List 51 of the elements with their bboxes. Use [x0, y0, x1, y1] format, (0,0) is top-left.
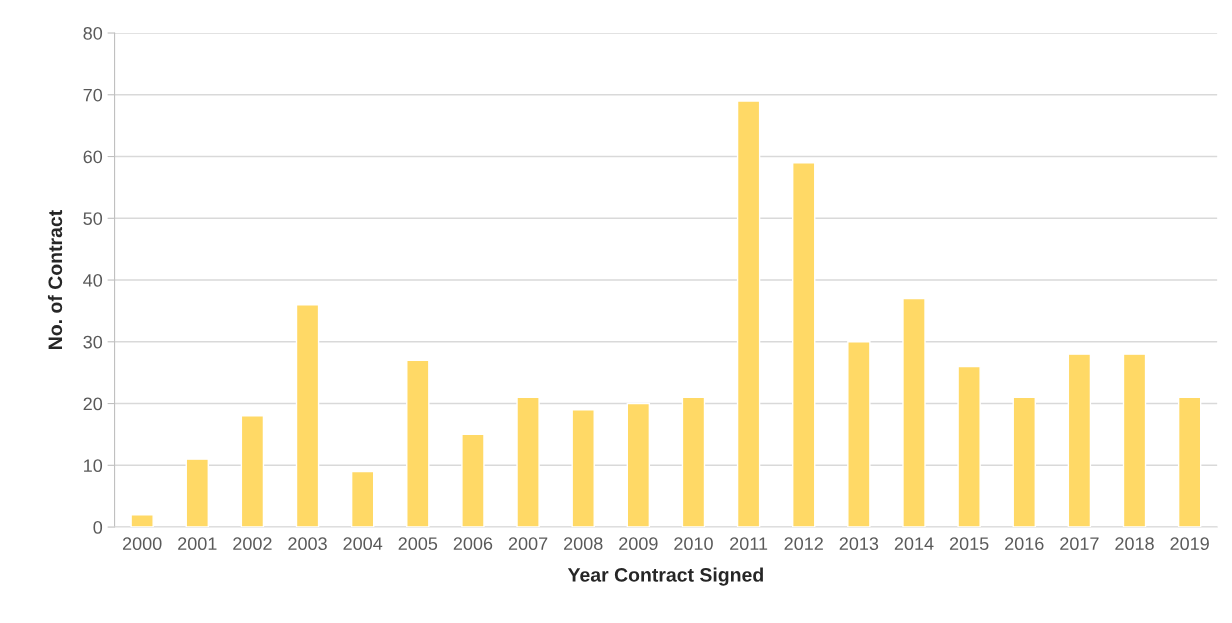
bar: [406, 359, 430, 528]
x-tick-label: 2013: [839, 537, 879, 551]
x-tick-label: 2001: [178, 537, 217, 551]
y-tick-label: 80: [83, 26, 103, 40]
x-axis-title: Year Contract Signed: [567, 567, 763, 586]
y-tick-label: 50: [83, 212, 103, 225]
bar: [1177, 396, 1202, 528]
x-tick-label: 2016: [1005, 537, 1044, 551]
bar: [681, 396, 706, 528]
x-tick-label: 2004: [343, 537, 383, 551]
bar: [626, 402, 651, 528]
y-axis-title: No. of Contract: [47, 210, 63, 349]
bar: [350, 470, 375, 528]
x-tick-label: 2011: [730, 537, 768, 551]
bar: [1012, 396, 1036, 528]
x-tick-label: 2019: [1170, 537, 1209, 551]
bar: [957, 365, 981, 528]
y-tick-label: 40: [83, 273, 103, 287]
x-tick-label: 2002: [233, 537, 272, 551]
x-tick-label: 2000: [122, 537, 162, 551]
bar: [847, 341, 871, 528]
x-tick-label: 2010: [674, 537, 713, 551]
bar: [792, 162, 816, 528]
bar: [1067, 353, 1092, 528]
x-tick-label: 2017: [1060, 537, 1099, 551]
bar: [461, 433, 485, 528]
x-tick-label: 2009: [619, 537, 658, 551]
bar: [130, 514, 154, 528]
bar: [240, 415, 265, 528]
x-tick-label: 2015: [949, 537, 989, 551]
bar: [1122, 353, 1147, 528]
x-tick-label: 2006: [453, 537, 493, 551]
x-tick-label: 2007: [508, 537, 548, 551]
x-tick-label: 2012: [784, 537, 823, 551]
y-tick-label: 10: [84, 459, 103, 473]
bar: [571, 409, 595, 528]
bar: [185, 458, 209, 528]
x-tick-label: 2018: [1115, 537, 1154, 551]
x-tick-label: 2005: [398, 537, 438, 551]
y-tick-label: 30: [83, 335, 103, 349]
bar: [736, 100, 761, 528]
bar: [902, 297, 926, 528]
y-tick-label: 20: [83, 397, 103, 411]
x-tick-label: 2014: [894, 537, 934, 551]
x-tick-label: 2008: [564, 537, 603, 551]
y-tick-label: 70: [83, 88, 103, 102]
y-tick-label: 0: [93, 520, 103, 534]
y-tick-label: 60: [83, 150, 103, 164]
bar: [516, 396, 540, 528]
bar: [295, 304, 320, 528]
x-tick-label: 2003: [288, 537, 327, 551]
